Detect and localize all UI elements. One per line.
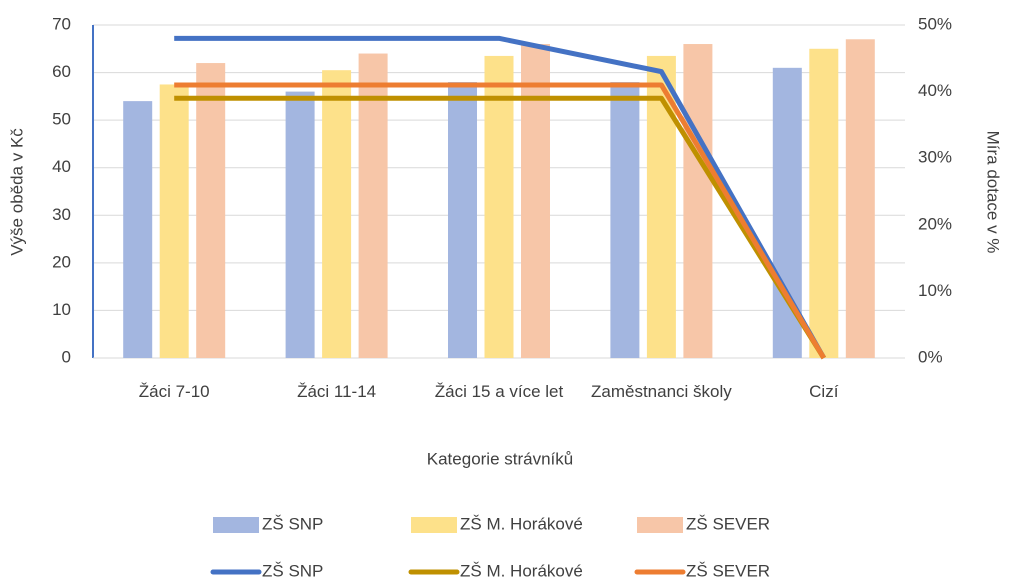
x-tick-label: Žáci 11-14	[297, 382, 377, 401]
y-axis-title: Výše oběda v Kč	[7, 128, 26, 256]
line	[174, 95, 826, 360]
legend-label: ZŠ SNP	[262, 514, 323, 533]
y-tick-label: 20	[52, 252, 71, 271]
bar	[809, 48, 839, 359]
bar	[646, 55, 676, 359]
y-tick-label: 30	[52, 205, 71, 224]
x-tick-label: Žáci 15 a více let	[434, 382, 564, 401]
bar	[448, 82, 477, 358]
y-tick-label: 10	[52, 300, 71, 319]
bar	[484, 55, 514, 359]
bar	[196, 63, 226, 359]
y-tick-label: 60	[52, 62, 71, 81]
x-axis-title: Kategorie strávníků	[427, 449, 573, 468]
bar	[610, 82, 640, 358]
legend-label: ZŠ M. Horákové	[460, 561, 583, 580]
legend-swatch	[213, 517, 259, 533]
bar	[322, 70, 352, 358]
legend-swatch	[637, 517, 683, 533]
y2-axis-title: Míra dotace v %	[984, 131, 1003, 254]
y2-tick-label: 30%	[918, 148, 952, 167]
y-tick-label: 0	[62, 347, 71, 366]
y2-tick-label: 50%	[918, 14, 952, 33]
y2-tick-label: 20%	[918, 214, 952, 233]
bar	[845, 39, 875, 359]
legend-label: ZŠ SEVER	[686, 561, 770, 580]
y-tick-label: 40	[52, 157, 71, 176]
bar	[521, 44, 550, 359]
x-tick-label: Zaměstnanci školy	[591, 382, 732, 401]
bar	[123, 101, 153, 358]
legend-swatch	[411, 517, 457, 533]
line	[174, 35, 826, 360]
legend-label: ZŠ M. Horákové	[460, 514, 583, 533]
x-tick-label: Cizí	[809, 382, 839, 401]
bar	[683, 44, 713, 359]
y-tick-label: 70	[52, 14, 71, 33]
y2-tick-label: 0%	[918, 347, 943, 366]
bar	[159, 84, 189, 358]
legend-label: ZŠ SNP	[262, 561, 323, 580]
bar	[358, 53, 388, 359]
y2-tick-label: 10%	[918, 281, 952, 300]
line	[174, 82, 826, 360]
y-tick-label: 50	[52, 110, 71, 129]
x-tick-label: Žáci 7-10	[138, 382, 210, 401]
legend-label: ZŠ SEVER	[686, 514, 770, 533]
bar	[285, 91, 315, 358]
y2-tick-label: 40%	[918, 81, 952, 100]
